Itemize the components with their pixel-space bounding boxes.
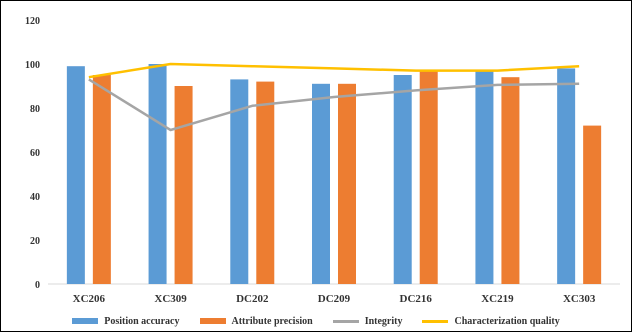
bar-position-accuracy <box>393 75 412 284</box>
x-tick-label: DC209 <box>318 293 351 305</box>
bar-position-accuracy <box>312 83 330 284</box>
x-tick-label: DC216 <box>400 293 433 305</box>
bar-attribute-precision <box>419 70 438 284</box>
chart-plot: 0 20 40 60 80 100 120 XC206 XC309 DC202 DC209 DC216… <box>25 16 620 305</box>
legend-label-attribute-precision: Attribute precision <box>231 315 313 327</box>
legend-item-attribute-precision: Attribute precision <box>199 315 313 327</box>
bar-attribute-precision <box>256 81 275 284</box>
legend-label-integrity: Integrity <box>364 315 403 327</box>
bar-position-accuracy <box>557 68 576 285</box>
y-tick-label: 60 <box>30 148 40 159</box>
chart-legend: Position accuracy Attribute precision In… <box>0 312 632 330</box>
legend-swatch-characterization-quality <box>422 319 449 323</box>
legend-swatch-attribute-precision <box>199 318 226 324</box>
x-tick-label: XC206 <box>73 293 106 305</box>
bar-attribute-precision <box>501 77 520 284</box>
line-characterization-quality <box>88 62 580 79</box>
x-tick-label: XC219 <box>481 293 514 305</box>
y-tick-label: 40 <box>30 192 40 203</box>
y-tick-label: 0 <box>35 280 40 291</box>
legend-label-characterization-quality: Characterization quality <box>454 315 560 327</box>
bar-attribute-precision <box>583 125 602 284</box>
bar-position-accuracy <box>475 70 494 284</box>
y-tick-label: 120 <box>25 16 40 27</box>
bar-position-accuracy <box>148 64 167 284</box>
bar-attribute-precision <box>92 75 111 284</box>
legend-item-characterization-quality: Characterization quality <box>422 315 560 327</box>
bar-position-accuracy <box>66 66 85 284</box>
x-tick-label: XC303 <box>563 293 596 305</box>
y-tick-label: 100 <box>25 60 40 71</box>
y-tick-label: 20 <box>30 236 40 247</box>
x-tick-label: DC202 <box>236 293 269 305</box>
legend-swatch-integrity <box>332 319 359 323</box>
bar-position-accuracy <box>230 79 249 285</box>
legend-item-integrity: Integrity <box>332 315 403 327</box>
x-tick-label: XC309 <box>154 293 187 305</box>
legend-label-position-accuracy: Position accuracy <box>104 315 180 327</box>
bar-attribute-precision <box>338 83 356 284</box>
y-tick-label: 80 <box>30 104 40 115</box>
legend-item-position-accuracy: Position accuracy <box>72 315 180 327</box>
line-integrity <box>88 78 580 132</box>
legend-swatch-position-accuracy <box>72 318 99 324</box>
bar-attribute-precision <box>174 86 193 284</box>
